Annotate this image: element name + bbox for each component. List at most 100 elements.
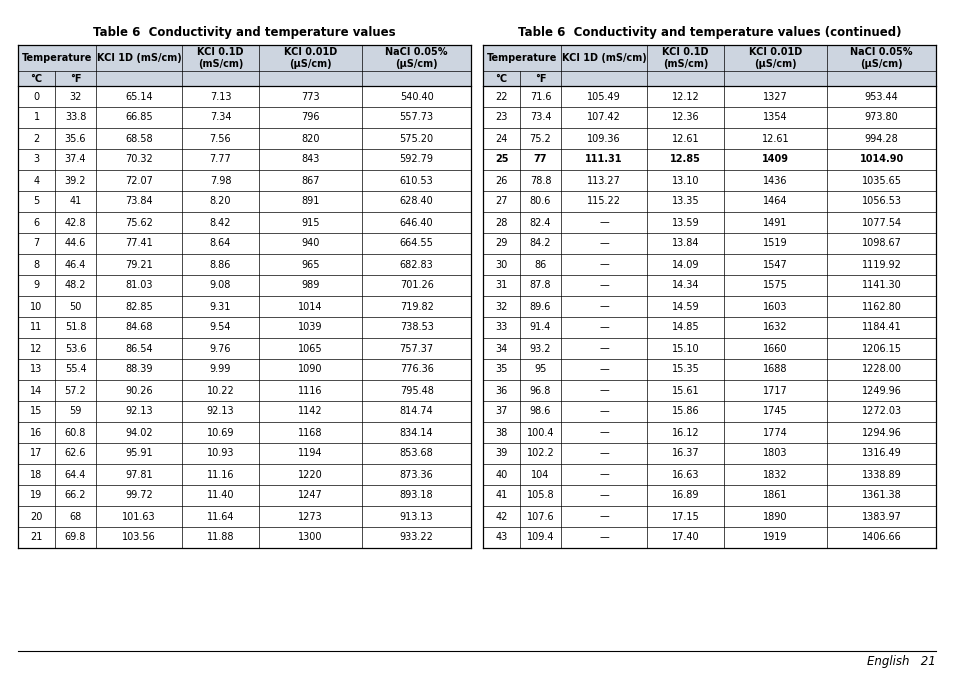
Text: 64.4: 64.4 xyxy=(65,470,86,479)
Text: 41: 41 xyxy=(70,197,82,207)
Text: 48.2: 48.2 xyxy=(65,281,86,291)
Text: 99.72: 99.72 xyxy=(125,491,152,501)
Text: 1774: 1774 xyxy=(762,427,787,437)
Text: 22: 22 xyxy=(495,92,507,102)
Text: 16.37: 16.37 xyxy=(671,448,699,458)
Bar xyxy=(482,71,935,86)
Text: 12.36: 12.36 xyxy=(671,112,699,122)
Text: 105.8: 105.8 xyxy=(526,491,554,501)
Text: 701.26: 701.26 xyxy=(399,281,433,291)
Text: 109.4: 109.4 xyxy=(526,532,554,542)
Text: 14.09: 14.09 xyxy=(671,260,699,269)
Text: 97.81: 97.81 xyxy=(125,470,152,479)
Text: 19: 19 xyxy=(30,491,43,501)
Text: —: — xyxy=(598,406,608,417)
Text: 1294.96: 1294.96 xyxy=(861,427,901,437)
Text: 16: 16 xyxy=(30,427,43,437)
Text: 15.86: 15.86 xyxy=(671,406,699,417)
Text: 628.40: 628.40 xyxy=(399,197,433,207)
Text: 70.32: 70.32 xyxy=(125,155,152,164)
Text: 1338.89: 1338.89 xyxy=(861,470,901,479)
Text: 50: 50 xyxy=(70,302,82,312)
Text: 1142: 1142 xyxy=(298,406,323,417)
Text: 75.2: 75.2 xyxy=(529,133,551,143)
Text: 557.73: 557.73 xyxy=(399,112,434,122)
Text: 1300: 1300 xyxy=(298,532,322,542)
Text: 9.54: 9.54 xyxy=(210,322,231,332)
Text: 89.6: 89.6 xyxy=(529,302,551,312)
Text: 13.10: 13.10 xyxy=(671,176,699,186)
Text: 843: 843 xyxy=(301,155,319,164)
Text: 757.37: 757.37 xyxy=(399,343,434,353)
Text: 15.35: 15.35 xyxy=(671,365,699,374)
Text: 82.4: 82.4 xyxy=(529,217,551,227)
Text: 14: 14 xyxy=(30,386,43,396)
Text: —: — xyxy=(598,238,608,248)
Text: 1383.97: 1383.97 xyxy=(861,511,901,522)
Text: 8: 8 xyxy=(33,260,40,269)
Text: 1141.30: 1141.30 xyxy=(861,281,901,291)
Text: 7.13: 7.13 xyxy=(210,92,231,102)
Text: 15: 15 xyxy=(30,406,43,417)
Text: 1: 1 xyxy=(33,112,40,122)
Text: 8.42: 8.42 xyxy=(210,217,231,227)
Text: 42: 42 xyxy=(495,511,507,522)
Text: 646.40: 646.40 xyxy=(399,217,433,227)
Text: 62.6: 62.6 xyxy=(65,448,86,458)
Text: 35.6: 35.6 xyxy=(65,133,86,143)
Text: 115.22: 115.22 xyxy=(586,197,620,207)
Text: 867: 867 xyxy=(301,176,319,186)
Text: 42.8: 42.8 xyxy=(65,217,86,227)
Text: —: — xyxy=(598,217,608,227)
Text: °F: °F xyxy=(535,73,546,83)
Text: —: — xyxy=(598,281,608,291)
Text: 32: 32 xyxy=(495,302,507,312)
Text: 46.4: 46.4 xyxy=(65,260,86,269)
Text: 1861: 1861 xyxy=(762,491,787,501)
Text: 1056.53: 1056.53 xyxy=(861,197,901,207)
Text: 9.31: 9.31 xyxy=(210,302,231,312)
Text: 1168: 1168 xyxy=(298,427,322,437)
Text: 820: 820 xyxy=(301,133,319,143)
Text: 994.28: 994.28 xyxy=(863,133,898,143)
Text: °C: °C xyxy=(495,73,507,83)
Bar xyxy=(482,45,935,71)
Text: 3: 3 xyxy=(33,155,40,164)
Text: 77.41: 77.41 xyxy=(125,238,152,248)
Text: 75.62: 75.62 xyxy=(125,217,152,227)
Text: 1098.67: 1098.67 xyxy=(861,238,901,248)
Text: 1206.15: 1206.15 xyxy=(861,343,901,353)
Text: 28: 28 xyxy=(495,217,507,227)
Text: 37: 37 xyxy=(495,406,507,417)
Bar xyxy=(18,71,471,86)
Text: 72.07: 72.07 xyxy=(125,176,152,186)
Text: 610.53: 610.53 xyxy=(399,176,433,186)
Text: 66.85: 66.85 xyxy=(125,112,152,122)
Text: 1014.90: 1014.90 xyxy=(859,155,902,164)
Text: 18: 18 xyxy=(30,470,43,479)
Text: 9.08: 9.08 xyxy=(210,281,231,291)
Text: NaCI 0.05%
(µS/cm): NaCI 0.05% (µS/cm) xyxy=(849,47,912,69)
Text: —: — xyxy=(598,302,608,312)
Text: 1547: 1547 xyxy=(762,260,787,269)
Text: 1162.80: 1162.80 xyxy=(861,302,901,312)
Text: 540.40: 540.40 xyxy=(399,92,433,102)
Text: —: — xyxy=(598,260,608,269)
Text: —: — xyxy=(598,532,608,542)
Text: 53.6: 53.6 xyxy=(65,343,86,353)
Text: 73.4: 73.4 xyxy=(529,112,551,122)
Text: 0: 0 xyxy=(33,92,40,102)
Text: 1717: 1717 xyxy=(762,386,787,396)
Text: 814.74: 814.74 xyxy=(399,406,433,417)
Text: 1316.49: 1316.49 xyxy=(861,448,901,458)
Text: —: — xyxy=(598,448,608,458)
Text: 26: 26 xyxy=(495,176,507,186)
Text: 7.34: 7.34 xyxy=(210,112,231,122)
Text: 16.89: 16.89 xyxy=(671,491,699,501)
Text: 1361.38: 1361.38 xyxy=(861,491,901,501)
Text: 17: 17 xyxy=(30,448,43,458)
Text: 7: 7 xyxy=(33,238,40,248)
Text: 81.03: 81.03 xyxy=(125,281,152,291)
Text: 30: 30 xyxy=(495,260,507,269)
Text: 1575: 1575 xyxy=(762,281,787,291)
